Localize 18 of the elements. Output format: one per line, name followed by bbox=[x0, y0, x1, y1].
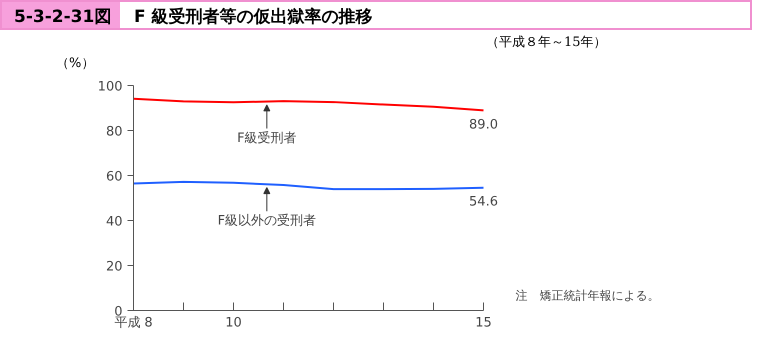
y-axis-title: （%） bbox=[56, 54, 96, 73]
data-label: 54.6 bbox=[469, 194, 498, 210]
x-tick-label: 15 bbox=[475, 316, 492, 330]
text: 注 矯正統計年報による。 bbox=[516, 288, 660, 302]
text: （平成８年～15年） bbox=[486, 34, 608, 52]
text: F級受刑者 bbox=[237, 130, 297, 146]
x-tick-label: 10 bbox=[225, 316, 242, 330]
line-series bbox=[134, 180, 484, 190]
data-label: 89.0 bbox=[469, 117, 498, 132]
line-series bbox=[134, 98, 484, 112]
y-tick-label: 20 bbox=[106, 260, 123, 275]
series-label: F級以外の受刑者 bbox=[218, 214, 316, 229]
chart-subtitle: F 級受刑者等の仮出獄率の推移 bbox=[133, 6, 373, 28]
chart-title: 5-3-2-31図 bbox=[2, 2, 120, 28]
y-tick-label: 40 bbox=[106, 214, 123, 230]
y-tick-label: 80 bbox=[106, 124, 123, 140]
y-tick-label: 60 bbox=[106, 170, 123, 185]
y-tick-label: 100 bbox=[98, 80, 123, 95]
